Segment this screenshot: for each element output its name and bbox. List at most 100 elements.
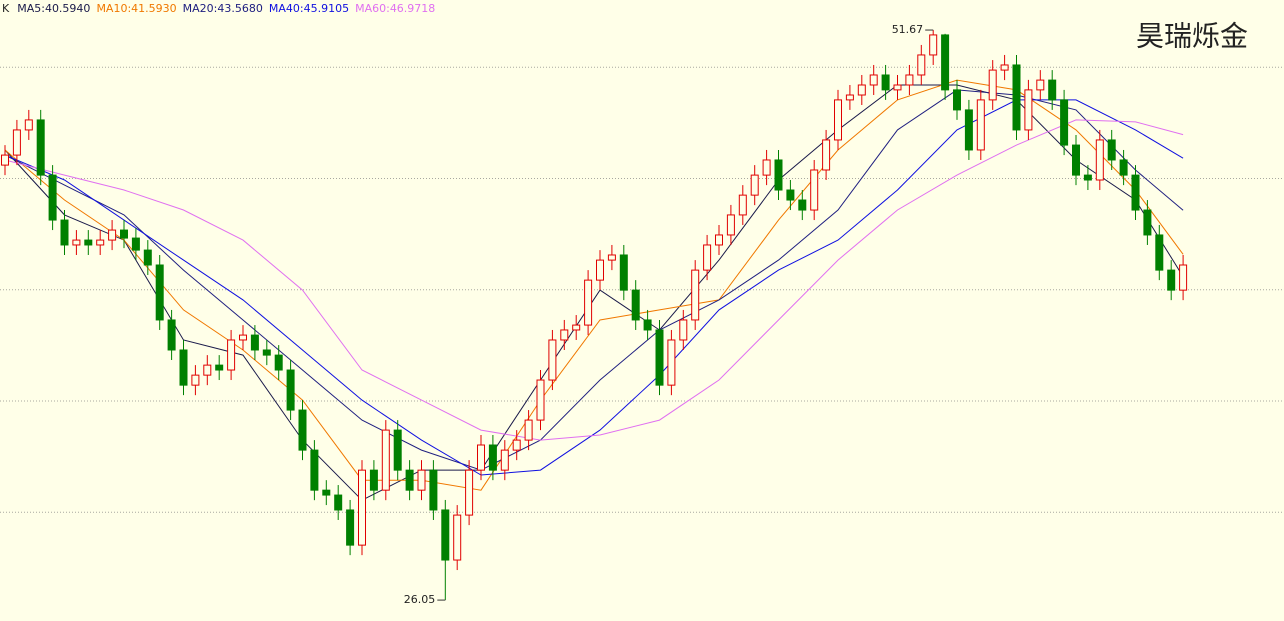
corner-label: K xyxy=(2,2,10,15)
candle-body xyxy=(227,339,236,371)
candle-body xyxy=(1179,264,1188,291)
candle-body xyxy=(84,239,93,246)
candle-body xyxy=(1119,159,1128,176)
candle-body xyxy=(655,329,664,386)
candle-body xyxy=(536,379,545,421)
candle-body xyxy=(286,369,295,411)
candle-body xyxy=(1167,269,1176,291)
candle-body xyxy=(845,94,854,101)
candle-body xyxy=(941,34,950,91)
candle-body xyxy=(1036,79,1045,91)
candle-body xyxy=(179,349,188,386)
candle-body xyxy=(750,174,759,196)
legend-entry: MA60:46.9718 xyxy=(355,2,435,15)
candle-body xyxy=(369,469,378,491)
legend-entry: MA5:40.5940 xyxy=(17,2,90,15)
candle-body xyxy=(1060,99,1069,146)
candle-body xyxy=(405,469,414,491)
candle-body xyxy=(417,469,426,491)
candle-body xyxy=(143,249,152,266)
candle-body xyxy=(250,334,259,351)
candle-body xyxy=(1048,79,1057,101)
candle-body xyxy=(191,374,200,386)
candle-body xyxy=(24,119,33,131)
ma-line xyxy=(4,99,1184,476)
grid xyxy=(0,66,1284,513)
candle-body xyxy=(488,444,497,471)
candle-body xyxy=(953,89,961,111)
candle-body xyxy=(619,254,628,291)
candle-body xyxy=(1107,139,1116,161)
candle-body xyxy=(976,99,985,151)
candles: 51.67 26.05 xyxy=(1,23,1188,606)
candle-body xyxy=(120,229,128,239)
legend-entry: MA10:41.5930 xyxy=(96,2,176,15)
candle-body xyxy=(215,364,224,371)
candle-body xyxy=(548,339,557,381)
candle-body xyxy=(465,469,474,516)
candle-body xyxy=(239,334,247,341)
candle-body xyxy=(715,234,723,246)
candle-body xyxy=(964,109,973,151)
candle-body xyxy=(857,84,866,96)
candle-body xyxy=(1,154,9,166)
candle-body xyxy=(393,429,402,471)
candle-body xyxy=(810,169,819,211)
candle-body xyxy=(798,199,807,211)
header: K MA5:40.5940 MA10:41.5930 MA20:43.5680 MA40… xyxy=(2,2,435,15)
candle-body xyxy=(524,419,533,441)
candle-body xyxy=(381,429,390,491)
candle-body xyxy=(334,494,343,511)
watermark: 昊瑞烁金 xyxy=(1136,20,1248,53)
candle-body xyxy=(607,254,616,261)
candle-body xyxy=(584,279,593,326)
candle-body xyxy=(108,229,117,241)
candle-body xyxy=(1095,139,1104,181)
candle-body xyxy=(262,349,271,356)
legend-entry: MA40:45.9105 xyxy=(269,2,349,15)
candle-body xyxy=(429,469,438,511)
candle-body xyxy=(96,239,105,246)
candle-body xyxy=(893,84,902,91)
candle-body xyxy=(988,69,997,101)
candle-body xyxy=(667,339,676,386)
candle-body xyxy=(762,159,771,176)
candle-body xyxy=(774,159,783,191)
candle-body xyxy=(346,509,355,546)
candle-body xyxy=(703,244,712,271)
candle-body xyxy=(1000,64,1009,71)
candle-body xyxy=(881,74,890,91)
ma-line xyxy=(4,119,1184,441)
candle-body xyxy=(12,129,21,156)
candle-body xyxy=(679,319,688,341)
candle-body xyxy=(869,74,878,86)
candle-body xyxy=(643,319,652,331)
candle-body xyxy=(917,54,926,76)
candle-body xyxy=(274,354,283,371)
candle-body xyxy=(631,289,640,321)
candle-body xyxy=(358,469,366,546)
extreme-label: 26.05 xyxy=(404,593,436,606)
candle-body xyxy=(155,264,164,321)
candle-body xyxy=(786,189,795,201)
candle-body xyxy=(131,237,140,251)
candle-body xyxy=(905,74,914,86)
candle-body xyxy=(834,99,842,141)
candle-body xyxy=(1143,209,1152,236)
candle-body xyxy=(1072,144,1080,176)
candle-body xyxy=(322,489,331,496)
candle-body xyxy=(1155,234,1164,271)
candle-body xyxy=(596,259,604,281)
candle-body xyxy=(822,139,831,171)
candle-body xyxy=(310,449,319,491)
candle-body xyxy=(60,219,69,246)
candle-body xyxy=(453,514,462,561)
candle-body xyxy=(691,269,700,321)
candle-body xyxy=(726,214,735,236)
candle-body xyxy=(72,239,81,246)
candle-body xyxy=(441,509,450,561)
candle-body xyxy=(36,119,45,176)
